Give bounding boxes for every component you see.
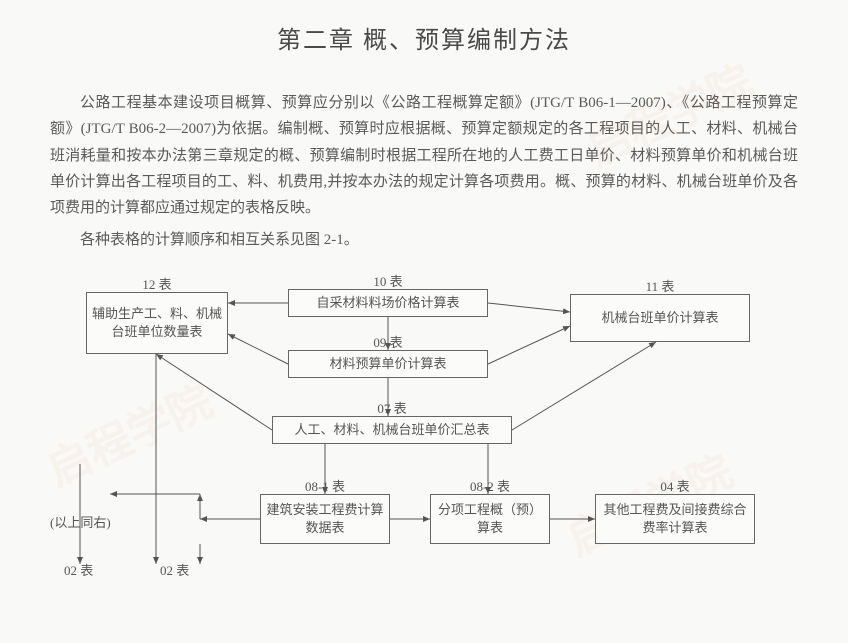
edge-7 bbox=[512, 342, 656, 430]
node-tag-n11: 11 表 bbox=[570, 276, 750, 295]
edge-3 bbox=[488, 326, 570, 364]
paragraph-2: 各种表格的计算顺序和相互关系见图 2-1。 bbox=[50, 227, 798, 253]
flowchart-node-n04: 其他工程费及间接费综合费率计算表 bbox=[595, 494, 755, 544]
figure-2-1-diagram: 12 表辅助生产工、料、机械台班单位数量表 10 表自采材料料场价格计算表 11 表… bbox=[50, 264, 790, 574]
node-tag-n10: 10 表 bbox=[288, 271, 488, 290]
flowchart-node-n07: 人工、材料、机械台班单价汇总表 bbox=[272, 416, 512, 444]
flowchart-node-n11: 机械台班单价计算表 bbox=[570, 294, 750, 342]
edge-1 bbox=[228, 334, 288, 364]
edge-6 bbox=[156, 354, 272, 430]
flowchart-node-n10: 自采材料料场价格计算表 bbox=[288, 289, 488, 317]
flowchart-node-n12: 辅助生产工、料、机械台班单位数量表 bbox=[86, 292, 228, 354]
node-tag-n12: 12 表 bbox=[86, 274, 228, 293]
flowchart-node-n082: 分项工程概（预）算表 bbox=[430, 494, 550, 544]
node-tag-n082: 08-2 表 bbox=[430, 476, 550, 495]
node-tag-n04: 04 表 bbox=[595, 476, 755, 495]
node-tag-n07: 07 表 bbox=[272, 398, 512, 417]
flowchart-node-n081: 建筑安装工程费计算数据表 bbox=[260, 494, 390, 544]
side-label-1: 02 表 bbox=[64, 560, 93, 579]
side-label-0: (以上同右) bbox=[50, 512, 111, 531]
node-tag-n081: 08-1 表 bbox=[260, 476, 390, 495]
side-label-2: 02 表 bbox=[160, 560, 189, 579]
chapter-title: 第二章 概、预算编制方法 bbox=[50, 20, 798, 55]
edge-2 bbox=[488, 303, 570, 312]
flowchart-node-n09: 材料预算单价计算表 bbox=[288, 350, 488, 378]
node-tag-n09: 09 表 bbox=[288, 332, 488, 351]
